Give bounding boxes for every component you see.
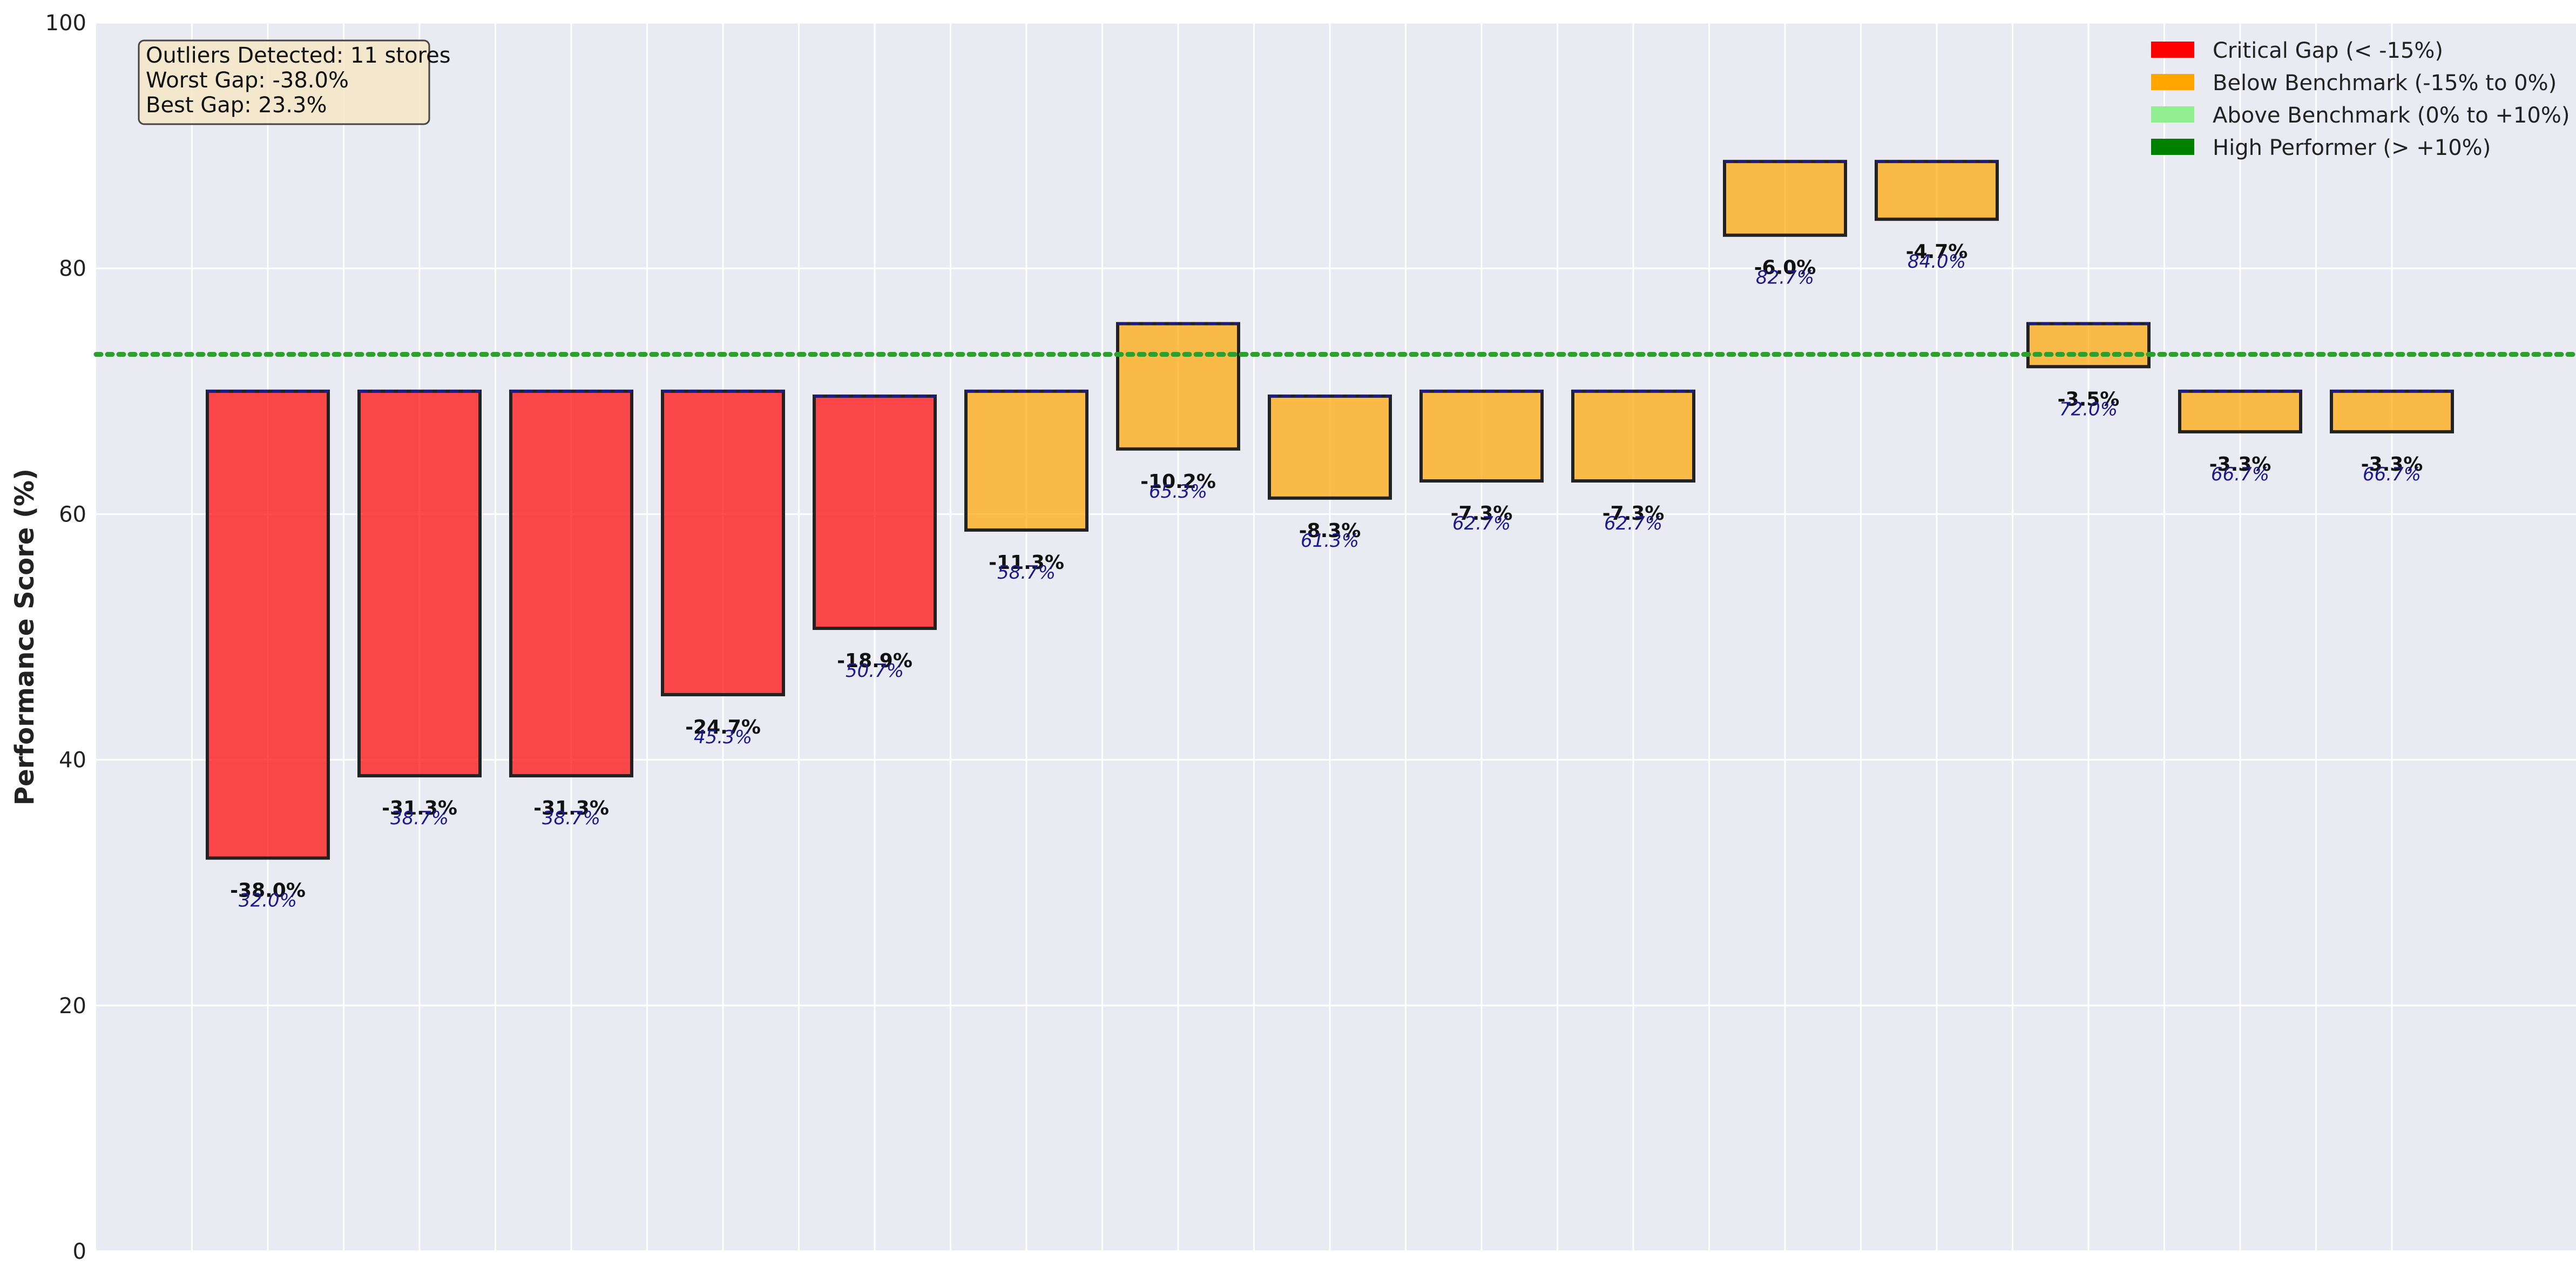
score-label: 66.7% bbox=[2211, 464, 2269, 485]
stats-line: Worst Gap: -38.0% bbox=[146, 68, 349, 93]
legend: Critical Gap (< -15%) Below Benchmark (-1… bbox=[2151, 38, 2570, 160]
gap-bar bbox=[1875, 160, 1999, 221]
gap-label: -6.0% bbox=[1754, 257, 1816, 279]
gap-bar bbox=[2026, 322, 2151, 369]
legend-swatch bbox=[2151, 74, 2194, 90]
gap-label: -38.0% bbox=[230, 880, 306, 902]
labels-layer: -38.0%32.0%-31.3%38.7% -31.3%38.7%-24.7%4… bbox=[230, 241, 2423, 912]
score-label: 72.0% bbox=[2059, 398, 2118, 420]
gap-label: -4.7% bbox=[1906, 241, 1968, 263]
gap-bar bbox=[1571, 389, 1695, 483]
gap-bar bbox=[2330, 389, 2454, 433]
gap-bar bbox=[206, 389, 330, 860]
legend-label: High Performer (> +10%) bbox=[2213, 135, 2491, 160]
score-label: 62.7% bbox=[1452, 513, 1511, 534]
gap-label: -3.3% bbox=[2361, 453, 2423, 476]
legend-swatch bbox=[2151, 106, 2194, 123]
bars-layer bbox=[206, 160, 2454, 860]
score-label: 61.3% bbox=[1301, 530, 1359, 552]
gap-bar bbox=[509, 389, 633, 778]
score-label: 84.0% bbox=[1908, 251, 1966, 273]
gap-bar bbox=[1268, 394, 1392, 500]
stats-box-frame bbox=[138, 39, 430, 125]
legend-swatch bbox=[2151, 42, 2194, 58]
gap-bar bbox=[964, 389, 1088, 532]
stats-line: Best Gap: 23.3% bbox=[146, 93, 327, 118]
gap-bar bbox=[1723, 160, 1847, 237]
gap-bar bbox=[1116, 322, 1240, 451]
score-label: 62.7% bbox=[1604, 513, 1662, 534]
gap-label: -24.7% bbox=[685, 716, 761, 738]
stats-line: Outliers Detected: 11 stores bbox=[146, 43, 451, 68]
gap-label: -3.3% bbox=[2209, 453, 2271, 476]
gap-label: -31.3% bbox=[533, 797, 609, 819]
legend-label: Below Benchmark (-15% to 0%) bbox=[2213, 71, 2557, 96]
gap-bar bbox=[661, 389, 785, 696]
score-label: 58.7% bbox=[997, 562, 1056, 583]
gap-label: -31.3% bbox=[382, 797, 457, 819]
y-tick-label: 80 bbox=[59, 256, 86, 281]
gap-bar bbox=[813, 394, 937, 630]
legend-label: Above Benchmark (0% to +10%) bbox=[2213, 103, 2570, 128]
y-tick-label: 0 bbox=[73, 1239, 86, 1262]
score-label: 38.7% bbox=[542, 808, 600, 829]
y-axis: 0 20 40 60 80 100 bbox=[45, 11, 86, 1262]
score-label: 66.7% bbox=[2363, 464, 2421, 485]
y-tick-label: 40 bbox=[59, 748, 86, 773]
gap-bar bbox=[2178, 389, 2302, 433]
score-label: 38.7% bbox=[390, 808, 449, 829]
gap-label: -18.9% bbox=[837, 650, 912, 672]
score-label: 50.7% bbox=[846, 660, 904, 682]
gap-bar bbox=[357, 389, 482, 778]
gap-label: -7.3% bbox=[1603, 503, 1665, 525]
score-label: 82.7% bbox=[1756, 267, 1814, 289]
gap-bar bbox=[1419, 389, 1544, 483]
gap-label: -11.3% bbox=[989, 552, 1064, 574]
y-tick-label: 100 bbox=[45, 11, 86, 36]
score-label: 65.3% bbox=[1149, 481, 1207, 503]
gap-label: -10.2% bbox=[1140, 471, 1216, 493]
gap-label: -8.3% bbox=[1299, 520, 1361, 542]
gap-label: -7.3% bbox=[1451, 503, 1513, 525]
legend-label: Critical Gap (< -15%) bbox=[2213, 38, 2443, 63]
y-axis-title: Performance Score (%) bbox=[10, 469, 40, 805]
score-label: 32.0% bbox=[239, 890, 297, 912]
gap-label: -3.5% bbox=[2058, 388, 2120, 410]
legend-swatch bbox=[2151, 139, 2194, 155]
score-label: 45.3% bbox=[694, 727, 752, 748]
y-tick-label: 20 bbox=[59, 994, 86, 1019]
y-tick-label: 60 bbox=[59, 502, 86, 527]
